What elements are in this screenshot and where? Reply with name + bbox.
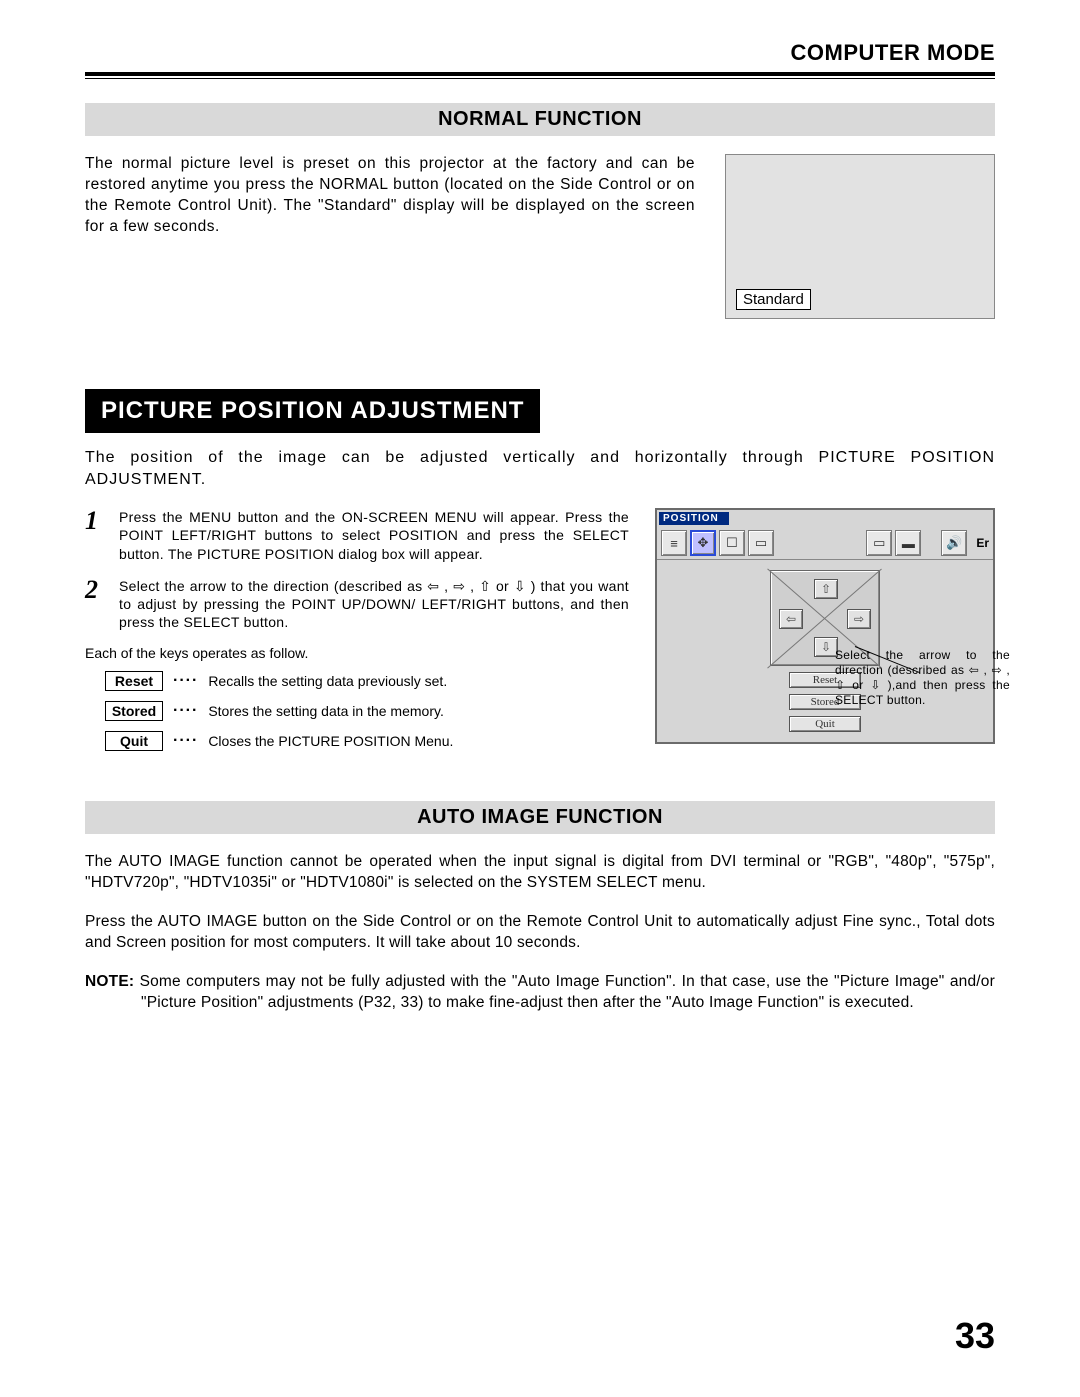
rule-thin	[85, 78, 995, 79]
auto-p2: Press the AUTO IMAGE button on the Side …	[85, 912, 995, 954]
step-2-text: Select the arrow to the direction (descr…	[119, 577, 629, 632]
auto-p1: The AUTO IMAGE function cannot be operat…	[85, 852, 995, 894]
dialog-screenshot: POSITION ≡ ✥ ☐ ▭ ▭ ▬ 🔊 Er	[655, 508, 995, 744]
toolbar-icon-4[interactable]: ▭	[748, 530, 774, 556]
menu-toolbar: ≡ ✥ ☐ ▭ ▭ ▬ 🔊 Er	[657, 527, 993, 560]
step-2-num: 2	[85, 577, 105, 632]
step-1-text: Press the MENU button and the ON-SCREEN …	[119, 508, 629, 563]
mode-header: COMPUTER MODE	[85, 40, 995, 66]
toolbar-icon-5[interactable]: ▭	[866, 530, 892, 556]
dots-icon: ····	[173, 672, 198, 690]
standard-label: Standard	[736, 289, 811, 310]
dialog-quit-button[interactable]: Quit	[789, 716, 861, 732]
menu-title: POSITION	[659, 512, 729, 525]
toolbar-icon-3[interactable]: ☐	[719, 530, 745, 556]
auto-note: NOTE: Some computers may not be fully ad…	[85, 972, 995, 1014]
arrow-right-button[interactable]: ⇨	[847, 609, 871, 629]
position-banner: PICTURE POSITION ADJUSTMENT	[85, 389, 540, 433]
menu-window: POSITION ≡ ✥ ☐ ▭ ▭ ▬ 🔊 Er	[655, 508, 995, 744]
note-label: NOTE:	[85, 973, 140, 990]
normal-heading: NORMAL FUNCTION	[85, 103, 995, 136]
toolbar-position-icon[interactable]: ✥	[690, 530, 716, 556]
toolbar-volume-icon[interactable]: 🔊	[941, 530, 967, 556]
key-stored-desc: Stores the setting data in the memory.	[208, 703, 444, 719]
page-number: 33	[955, 1315, 995, 1357]
dots-icon: ····	[173, 702, 198, 720]
auto-heading: AUTO IMAGE FUNCTION	[85, 801, 995, 834]
toolbar-end: Er	[976, 536, 989, 550]
note-body: Some computers may not be fully adjusted…	[140, 973, 995, 1011]
key-quit-desc: Closes the PICTURE POSITION Menu.	[208, 733, 453, 749]
key-row-quit: Quit ···· Closes the PICTURE POSITION Me…	[105, 731, 629, 751]
keys-intro: Each of the keys operates as follow.	[85, 645, 629, 661]
callout-text: Select the arrow to the direction (descr…	[835, 648, 1010, 708]
key-row-stored: Stored ···· Stores the setting data in t…	[105, 701, 629, 721]
normal-body: The normal picture level is preset on th…	[85, 154, 695, 238]
key-reset-desc: Recalls the setting data previously set.	[208, 673, 447, 689]
key-reset-label: Reset	[105, 671, 163, 691]
key-stored-label: Stored	[105, 701, 163, 721]
arrow-up-button[interactable]: ⇧	[814, 579, 838, 599]
key-row-reset: Reset ···· Recalls the setting data prev…	[105, 671, 629, 691]
toolbar-icon-6[interactable]: ▬	[895, 530, 921, 556]
key-quit-label: Quit	[105, 731, 163, 751]
step-1: 1 Press the MENU button and the ON-SCREE…	[85, 508, 629, 563]
toolbar-icon-1[interactable]: ≡	[661, 530, 687, 556]
arrow-left-button[interactable]: ⇦	[779, 609, 803, 629]
display-preview: Standard	[725, 154, 995, 319]
position-intro: The position of the image can be adjuste…	[85, 447, 995, 490]
step-2: 2 Select the arrow to the direction (des…	[85, 577, 629, 632]
dots-icon: ····	[173, 732, 198, 750]
rule-thick	[85, 72, 995, 76]
step-1-num: 1	[85, 508, 105, 563]
